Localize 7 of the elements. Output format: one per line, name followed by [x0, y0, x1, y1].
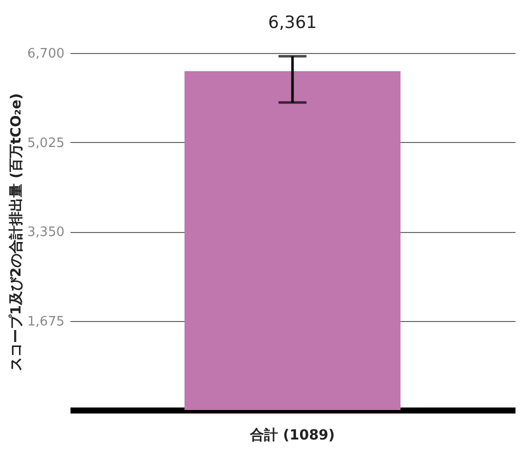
data-label: 6,361 — [268, 13, 317, 33]
y-axis-title: スコープ1及び2の合計排出量 (百万tCO₂e) — [7, 93, 24, 371]
y-tick-label: 3,350 — [27, 225, 64, 240]
y-tick-label: 6,700 — [27, 46, 64, 62]
y-tick-label: 1,675 — [27, 314, 64, 330]
x-tick-label: 合計 (1089) — [249, 428, 335, 444]
y-tick-label: 5,025 — [27, 136, 64, 151]
